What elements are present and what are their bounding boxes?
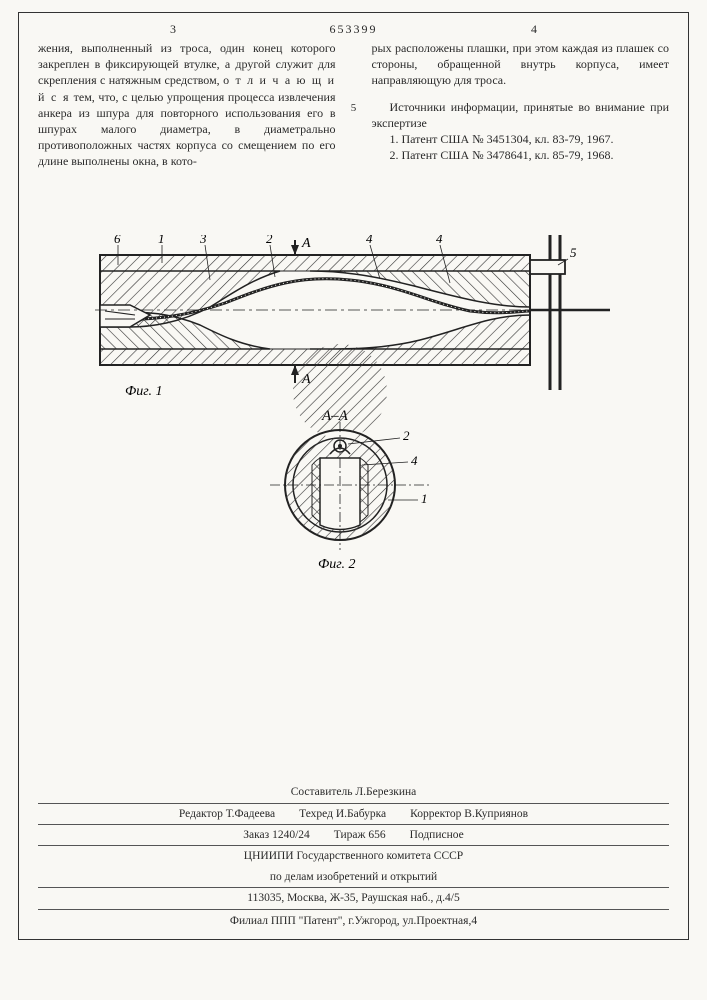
- right-p1: рых расположены плашки, при этом каждая …: [372, 40, 670, 89]
- ref-6: 6: [114, 235, 121, 246]
- footer-tirazh: Тираж 656: [334, 826, 386, 844]
- ref-5: 5: [570, 245, 577, 260]
- ref2-2: 2: [403, 428, 410, 443]
- footer-addr: 113035, Москва, Ж-35, Раушская наб., д.4…: [38, 888, 669, 909]
- ref-2a: 2: [266, 235, 273, 246]
- ref-4a: 4: [366, 235, 373, 246]
- footer-org2: по делам изобретений и открытий: [38, 867, 669, 888]
- page-num-left: 3: [170, 22, 176, 37]
- footer-techred: Техред И.Бабурка: [299, 805, 386, 823]
- ref2-4: 4: [411, 453, 418, 468]
- fig1-caption: Фиг. 1: [125, 384, 163, 399]
- footer-org: ЦНИИПИ Государственного комитета СССР: [38, 846, 669, 866]
- fig2-caption: Фиг. 2: [318, 557, 356, 572]
- footer-branch: Филиал ППП "Патент", г.Ужгород, ул.Проек…: [38, 910, 669, 930]
- section-label-a-top: A: [301, 236, 311, 251]
- left-text: жения, выполненный из троса, один конец …: [38, 40, 336, 170]
- footer-staff: Редактор Т.Фадеева Техред И.Бабурка Корр…: [38, 804, 669, 825]
- footer-print: Заказ 1240/24 Тираж 656 Подписное: [38, 825, 669, 846]
- figures-svg: A A 6 1 3 2 4 4 5 Фиг. 1 A–A: [70, 235, 630, 575]
- text-columns: жения, выполненный из троса, один конец …: [38, 40, 669, 170]
- footer-editor: Редактор Т.Фадеева: [179, 805, 275, 823]
- ref-1a: 1: [158, 235, 165, 246]
- footer-sub: Подписное: [410, 826, 464, 844]
- footer-composer: Составитель Л.Березкина: [38, 782, 669, 803]
- right-column: рых расположены плашки, при этом каждая …: [372, 40, 670, 170]
- right-p2: Источники информации, принятые во вниман…: [372, 99, 670, 131]
- right-p3: 1. Патент США № 3451304, кл. 83-79, 1967…: [372, 131, 670, 147]
- figures-area: A A 6 1 3 2 4 4 5 Фиг. 1 A–A: [70, 235, 637, 580]
- footer-order: Заказ 1240/24: [243, 826, 310, 844]
- patent-number: 653399: [330, 22, 378, 37]
- right-p4: 2. Патент США № 3478641, кл. 85-79, 1968…: [372, 147, 670, 163]
- page-num-right: 4: [531, 22, 537, 37]
- footer-block: Составитель Л.Березкина Редактор Т.Фадее…: [38, 782, 669, 930]
- footer-corrector: Корректор В.Куприянов: [410, 805, 528, 823]
- ref-4b: 4: [436, 235, 443, 246]
- left-column: жения, выполненный из троса, один конец …: [38, 40, 336, 170]
- ref-3: 3: [199, 235, 207, 246]
- patent-page: 3 653399 4 5 жения, выполненный из троса…: [0, 0, 707, 1000]
- ref2-1: 1: [421, 491, 428, 506]
